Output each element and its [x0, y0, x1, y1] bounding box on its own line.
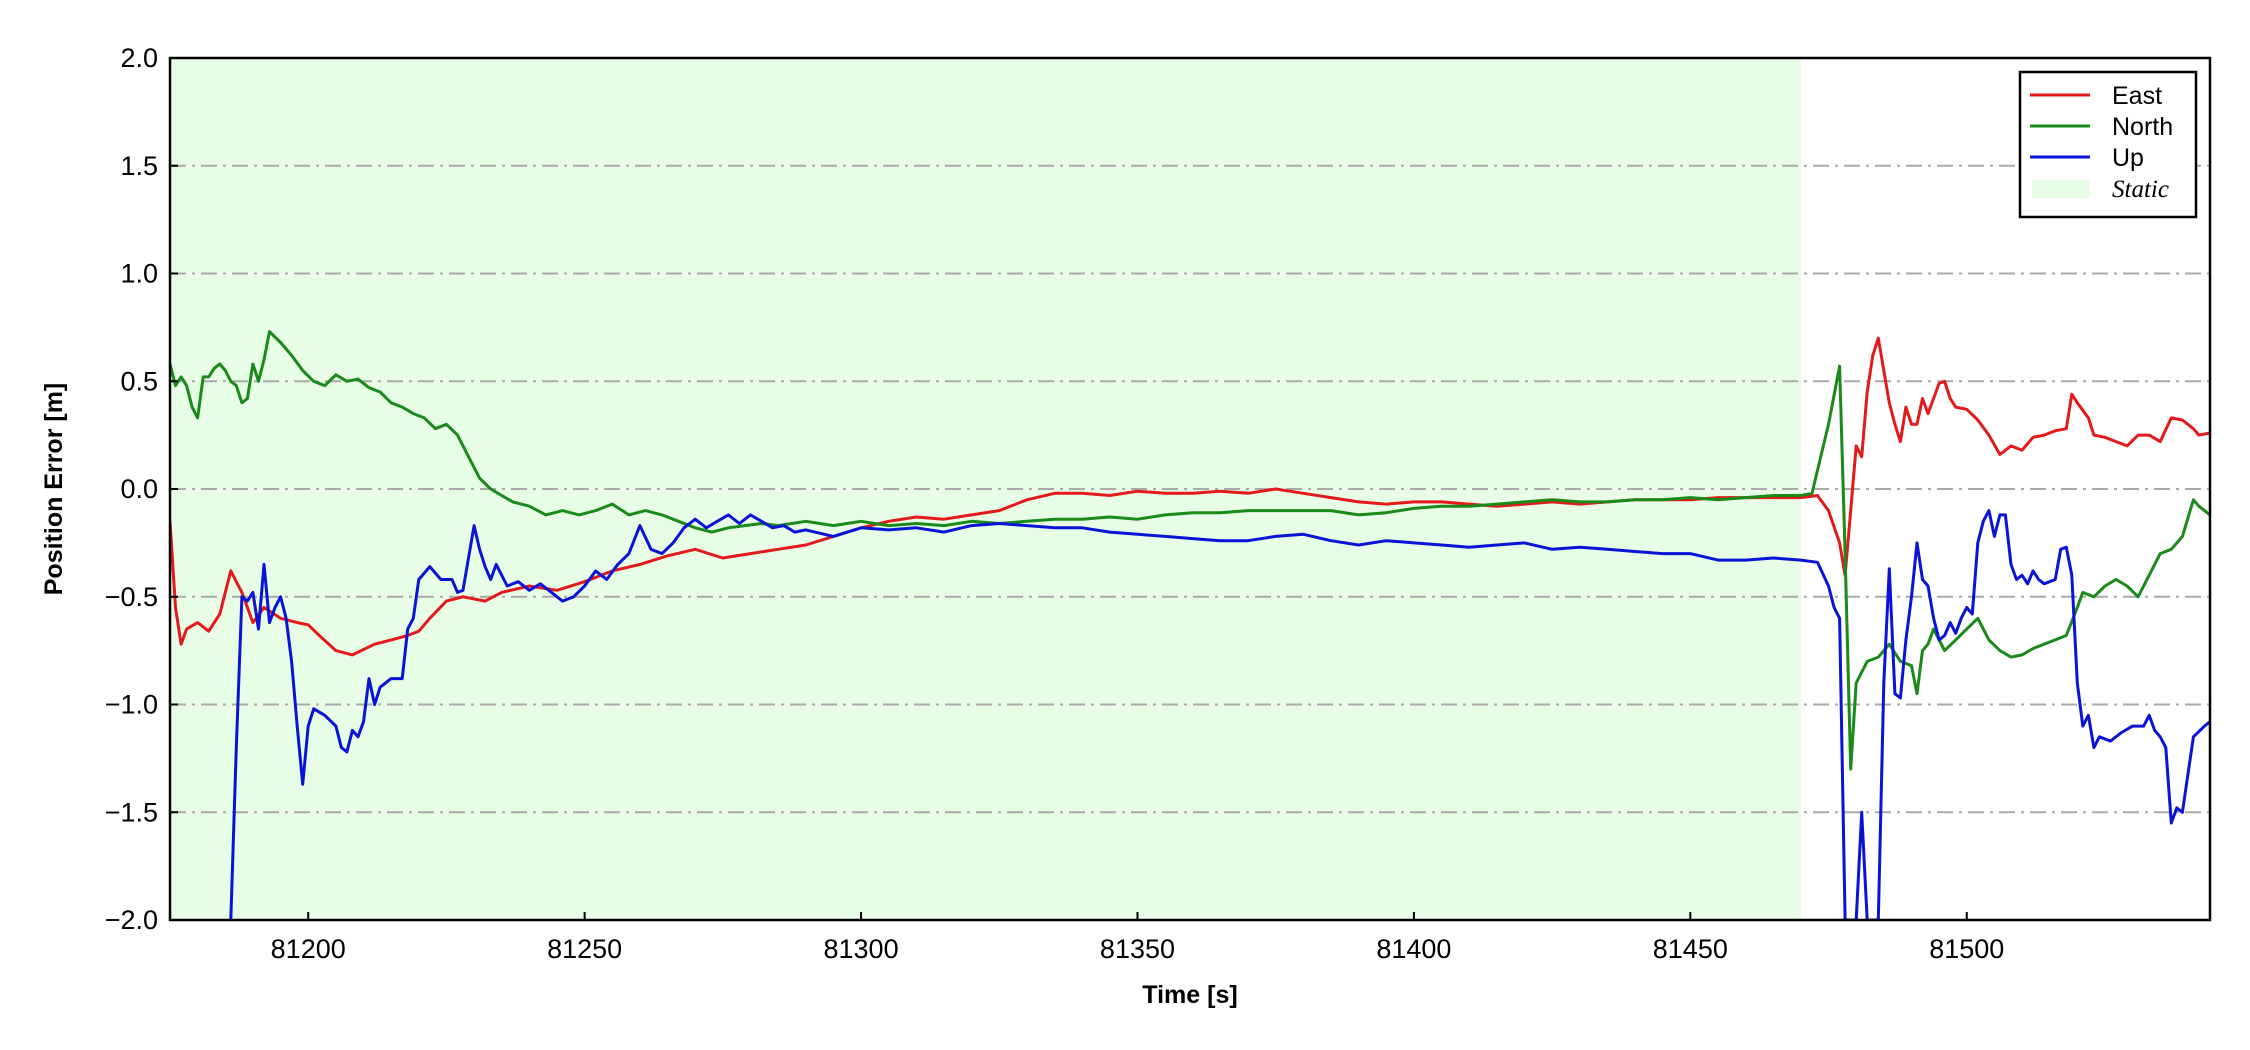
legend-label-east: East — [2112, 82, 2162, 110]
y-axis-title: Position Error [m] — [40, 383, 68, 596]
x-tick-label: 81400 — [1376, 934, 1451, 964]
legend-label-up: Up — [2112, 144, 2144, 172]
y-tick-label: −1.5 — [105, 797, 158, 827]
x-tick-label: 81350 — [1100, 934, 1175, 964]
series-line-north — [170, 330, 2210, 771]
series-line-up — [229, 509, 2210, 920]
legend: East North Up Static — [2018, 70, 2198, 219]
y-tick-label: −2.0 — [105, 905, 158, 935]
x-tick-label: 81200 — [271, 934, 346, 964]
x-tick-label: 81450 — [1653, 934, 1728, 964]
legend-label-static: Static — [2112, 176, 2169, 203]
x-axis-title: Time [s] — [1142, 981, 1237, 1009]
legend-label-north: North — [2112, 113, 2173, 141]
series-lines — [170, 330, 2210, 920]
axis-ticks: 2.0 1.5 1.0 0.5 0.0 −0.5 −1.0 −1.5 −2.0 81200 8125… — [105, 43, 2005, 964]
legend-swatch-static — [2032, 180, 2090, 198]
y-tick-label: 1.0 — [120, 259, 158, 289]
y-tick-label: −1.0 — [105, 690, 158, 720]
y-tick-label: 1.5 — [120, 151, 158, 181]
x-tick-label: 81500 — [1929, 934, 2004, 964]
x-tick-label: 81300 — [824, 934, 899, 964]
y-tick-label: 0.5 — [120, 366, 158, 396]
y-tick-label: 0.0 — [120, 474, 158, 504]
x-tick-label: 81250 — [547, 934, 622, 964]
y-tick-label: 2.0 — [120, 43, 158, 73]
y-tick-label: −0.5 — [105, 582, 158, 612]
